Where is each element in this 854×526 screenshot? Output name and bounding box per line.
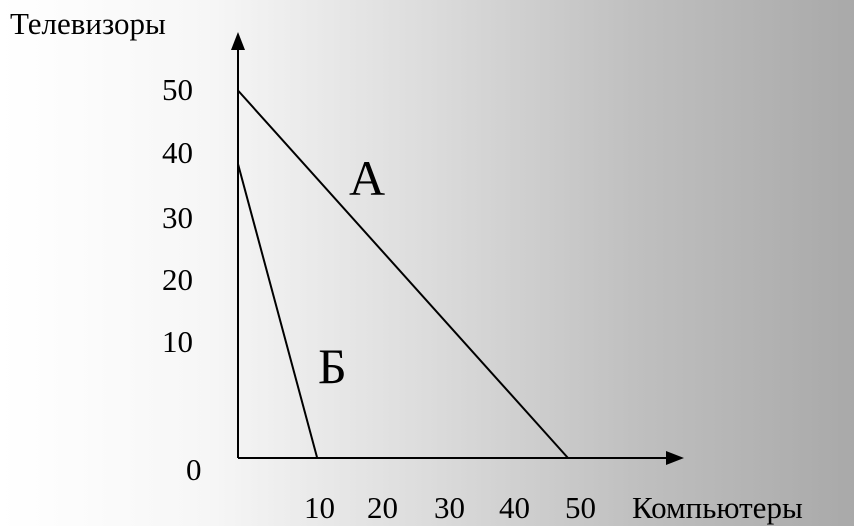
x-tick-label: 50: [565, 490, 596, 525]
x-tick-label: 30: [434, 490, 465, 525]
curve-a-label: А: [349, 150, 385, 206]
ppf-line-a: [237, 89, 569, 459]
y-tick-label: 10: [162, 324, 193, 359]
y-tick-label: 20: [162, 262, 193, 297]
x-tick-labels: 10 20 30 40 50: [304, 490, 596, 525]
ppf-curves: [237, 89, 569, 459]
y-tick-label: 30: [162, 200, 193, 235]
curve-b-label: Б: [318, 338, 347, 394]
origin-label: 0: [186, 452, 202, 487]
x-tick-label: 10: [304, 490, 335, 525]
x-tick-label: 40: [499, 490, 530, 525]
x-axis-title: Компьютеры: [632, 490, 803, 525]
x-tick-label: 20: [367, 490, 398, 525]
y-tick-label: 50: [162, 72, 193, 107]
y-axis-title: Телевизоры: [10, 6, 166, 41]
ppf-line-b: [237, 163, 319, 459]
y-tick-label: 40: [162, 135, 193, 170]
y-tick-labels: 10 20 30 40 50: [162, 72, 193, 359]
